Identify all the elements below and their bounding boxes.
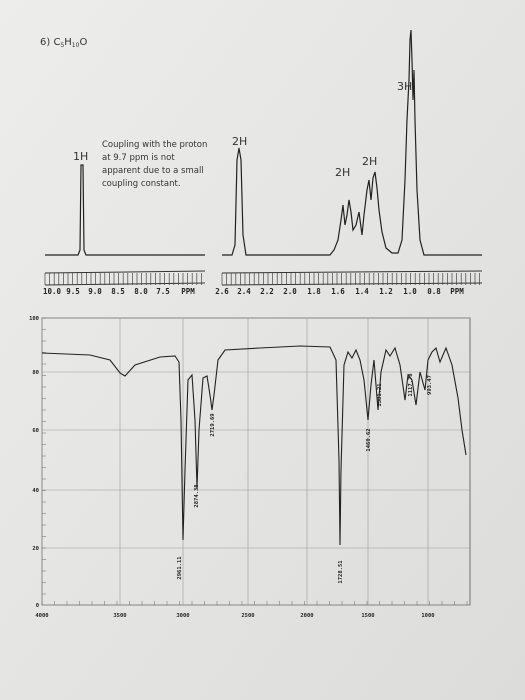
formula: C [53, 37, 60, 48]
annotation: Coupling with the proton [102, 140, 207, 150]
x-tick-label: 2500 [241, 613, 254, 619]
integration-label: 2H [362, 155, 377, 168]
peak-label: 2719.69 [210, 413, 216, 436]
axis-line [221, 270, 483, 274]
axis-label: 7.5 [156, 287, 170, 296]
axis-label: 9.5 [66, 287, 80, 296]
axis-label: 1.2 [379, 287, 393, 296]
annotation: at 9.7 ppm is not [102, 153, 175, 163]
problem-heading: 6) C5H10O [40, 37, 87, 49]
formula-sub: 5 [60, 42, 64, 49]
y-tick-label: 80 [32, 370, 39, 376]
axis-label: 1.8 [307, 287, 321, 296]
axis-label: 2.6 [215, 287, 229, 296]
axis-label: PPM [181, 287, 195, 296]
problem-number: 6) [40, 37, 50, 48]
axis-label: 10.0 [43, 287, 62, 296]
nmr-axis [44, 270, 483, 286]
x-tick-label: 2000 [300, 613, 313, 619]
y-tick-label: 40 [32, 488, 39, 494]
formula: O [79, 37, 87, 48]
y-tick-label: 100 [29, 316, 39, 322]
integration-label: 1H [73, 150, 88, 163]
integration-label: 3H [397, 80, 412, 93]
formula-sub: 10 [72, 42, 80, 49]
axis-label: 8.5 [111, 287, 125, 296]
x-tick-label: 1000 [421, 613, 434, 619]
axis-label: 2.4 [237, 287, 251, 296]
ir-spectrum [41, 345, 467, 546]
peak-label: 993.47 [427, 375, 433, 395]
x-tick-label: 3000 [176, 613, 189, 619]
formula: H [64, 37, 72, 48]
integration-label: 2H [232, 135, 247, 148]
axis-label: 0.8 [427, 287, 441, 296]
peak-label: 1381.21 [377, 383, 383, 407]
peak-label: 1117.78 [408, 373, 414, 396]
axis-label: 1.4 [355, 287, 369, 296]
y-tick-label: 20 [32, 546, 39, 552]
axis-label: PPM [450, 287, 464, 296]
x-tick-label: 1500 [361, 613, 374, 619]
integration-label: 2H [335, 166, 350, 179]
nmr-spectrum-right [222, 29, 482, 256]
nmr-spectrum-left [45, 164, 205, 256]
axis-label: 2.0 [283, 287, 297, 296]
axis-line [44, 270, 206, 274]
annotation: apparent due to a small [102, 166, 204, 176]
axis-label: 2.2 [260, 287, 274, 296]
x-tick-label: 3500 [113, 613, 126, 619]
y-tick-label: 0 [36, 603, 39, 609]
ir-grid [41, 317, 470, 606]
axis-label: 1.0 [403, 287, 417, 296]
axis-label: 8.0 [134, 287, 148, 296]
x-tick-label: 4000 [35, 613, 48, 619]
axis-label: 1.6 [331, 287, 345, 296]
y-tick-label: 60 [32, 428, 39, 434]
annotation: coupling constant. [102, 179, 181, 189]
peak-label: 2961.11 [177, 556, 183, 580]
axis-line [221, 282, 483, 286]
peak-label: 1460.62 [366, 428, 372, 451]
axis-label: 9.0 [88, 287, 102, 296]
peak-label: 1728.51 [338, 560, 344, 584]
peak-label: 2874.38 [194, 484, 200, 507]
